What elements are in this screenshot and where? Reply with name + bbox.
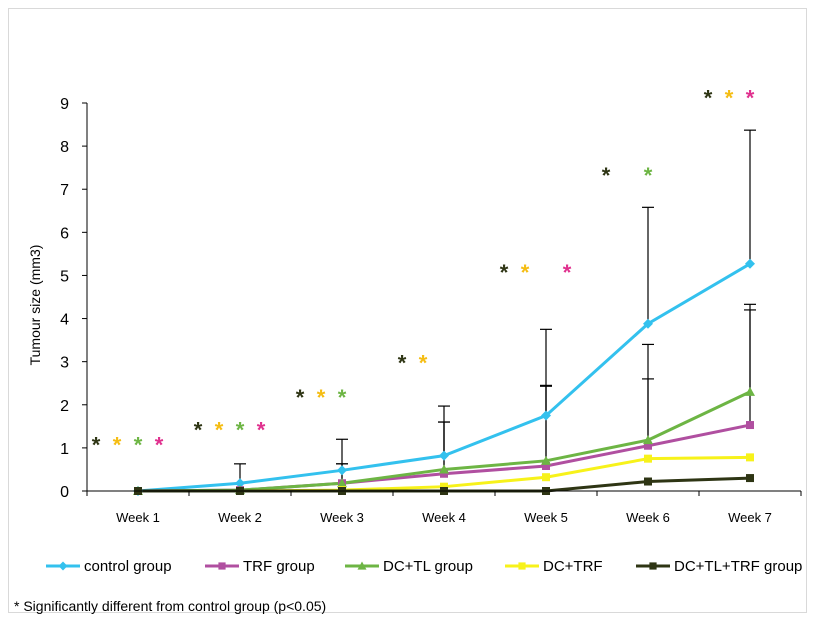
y-tick-label: 8 [60,139,69,156]
significance-star: * [563,260,572,285]
significance-star: * [725,86,734,111]
data-point [542,473,550,482]
significance-star: * [236,417,245,442]
x-tick-label: Week 6 [626,510,670,525]
data-point [746,421,754,430]
x-axis-ticks: Week 1 Week 2 Week 3 Week 4 Week 5 Week 6 Week… [86,491,802,525]
significance-star: * [704,86,713,111]
x-tick-label: Week 5 [524,510,568,525]
legend-label: DC+TL group [383,558,473,575]
data-point [218,562,226,570]
x-tick-label: Week 1 [116,510,160,525]
x-tick-label: Week 2 [218,510,262,525]
y-tick-label: 5 [60,268,69,285]
data-point [746,453,754,462]
legend-label: DC+TRF [543,558,603,575]
significance-star: * [296,385,305,410]
data-point [337,465,347,476]
significance-star: * [215,417,224,442]
significance-star: * [398,351,407,376]
legend-label: TRF group [243,558,315,575]
significance-star: * [92,433,101,458]
significance-star: * [644,163,653,188]
significance-star: * [257,417,266,442]
x-tick-label: Week 7 [728,510,772,525]
y-axis-ticks: 0 1 2 3 4 5 6 7 8 9 [60,96,87,501]
data-point [745,258,755,269]
data-point [649,562,657,570]
legend-label: DC+TL+TRF group [674,558,802,575]
y-tick-label: 3 [60,355,69,372]
significance-star: * [317,385,326,410]
y-tick-label: 7 [60,182,69,199]
data-point [440,482,448,491]
data-point [644,441,652,450]
significance-star: * [134,433,143,458]
y-tick-label: 9 [60,96,69,113]
data-point [58,561,68,571]
x-tick-label: Week 4 [422,510,466,525]
data-point [644,477,652,486]
data-point [439,450,449,461]
series-markers [133,258,755,496]
significance-star: * [746,86,755,111]
significance-star: * [521,260,530,285]
significance-star: * [419,351,428,376]
y-axis-label: Tumour size (mm3) [27,245,43,366]
data-point [235,478,245,489]
y-tick-label: 6 [60,225,69,242]
significance-star: * [338,385,347,410]
significance-star: * [500,260,509,285]
significance-star: * [113,433,122,458]
data-point [542,461,550,470]
data-point [541,410,551,421]
data-point [644,454,652,463]
data-point [745,386,755,396]
data-point [643,318,653,329]
data-point [440,469,448,478]
data-point [541,455,551,465]
chart-frame [8,8,807,613]
significance-star: * [155,433,164,458]
data-point [439,464,449,474]
legend-label: control group [84,558,172,575]
data-point [357,561,367,570]
significance-star: * [602,163,611,188]
footnote: * Significantly different from control g… [14,598,326,614]
significance-markers: * * * * * * * * * * * * * * * * * * * * * [92,86,755,458]
data-point [643,435,653,445]
data-point [518,562,526,570]
data-point [746,474,754,483]
x-tick-label: Week 3 [320,510,364,525]
y-tick-label: 2 [60,398,69,415]
significance-star: * [194,417,203,442]
y-tick-label: 4 [60,312,69,329]
data-point [337,478,347,488]
legend: control group TRF group DC+TL group DC+TRF D… [46,558,802,575]
y-tick-label: 0 [60,484,69,501]
y-tick-label: 1 [60,441,69,458]
